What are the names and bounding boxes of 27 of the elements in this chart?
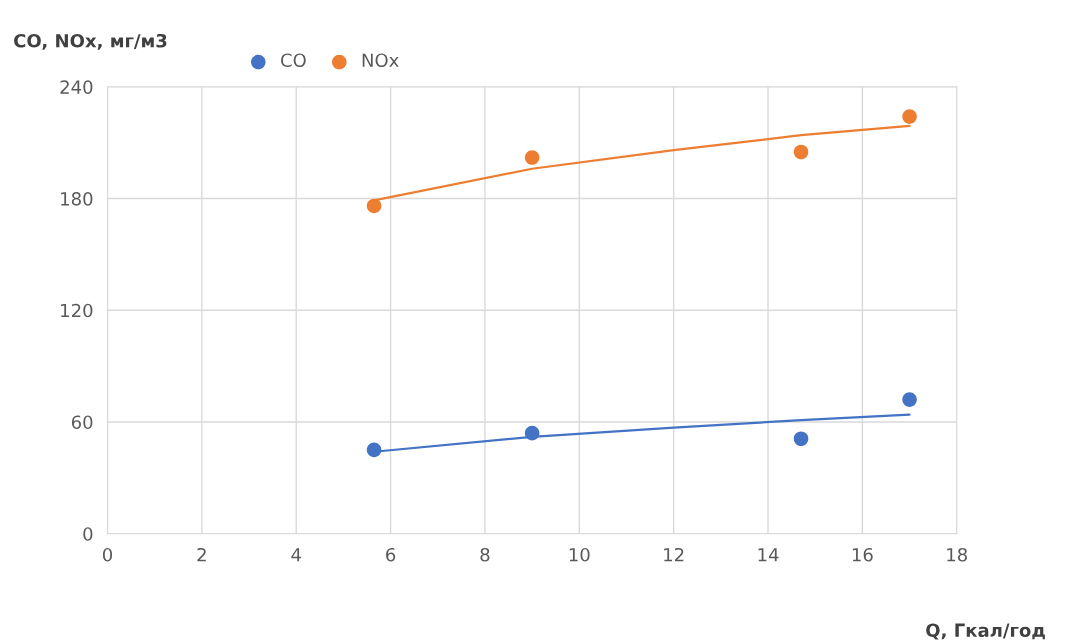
- x-tick-label: 14: [758, 548, 779, 562]
- y-tick-label: 240: [60, 80, 93, 94]
- point: [902, 392, 917, 407]
- y-tick-label: 180: [61, 191, 93, 206]
- x-tick-label: 18: [947, 547, 967, 562]
- y-axis-title: CO, NOx, мг/м3: [14, 33, 167, 50]
- point: [793, 431, 809, 447]
- y-tick-label: 60: [71, 415, 93, 430]
- x-tick-label: 16: [852, 547, 873, 562]
- x-tick-label: 12: [664, 547, 684, 562]
- y-tick-label: 120: [61, 303, 93, 318]
- point: [524, 425, 540, 441]
- legend-label: NOx: [362, 53, 399, 68]
- y-tick-label: 0: [83, 527, 93, 541]
- legend-label: CO: [280, 53, 306, 68]
- x-tick-label: 2: [197, 547, 206, 562]
- x-tick-label: 0: [102, 547, 113, 562]
- x-tick-label: 8: [480, 547, 490, 562]
- point: [366, 442, 382, 458]
- x-tick-label: 6: [386, 547, 396, 562]
- point: [902, 109, 917, 124]
- x-tick-label: 4: [291, 548, 301, 562]
- point: [366, 198, 382, 214]
- point: [793, 144, 809, 160]
- point: [524, 150, 540, 165]
- x-axis-title: Q, Гкал/год: [926, 623, 1045, 640]
- x-tick-label: 10: [569, 547, 590, 562]
